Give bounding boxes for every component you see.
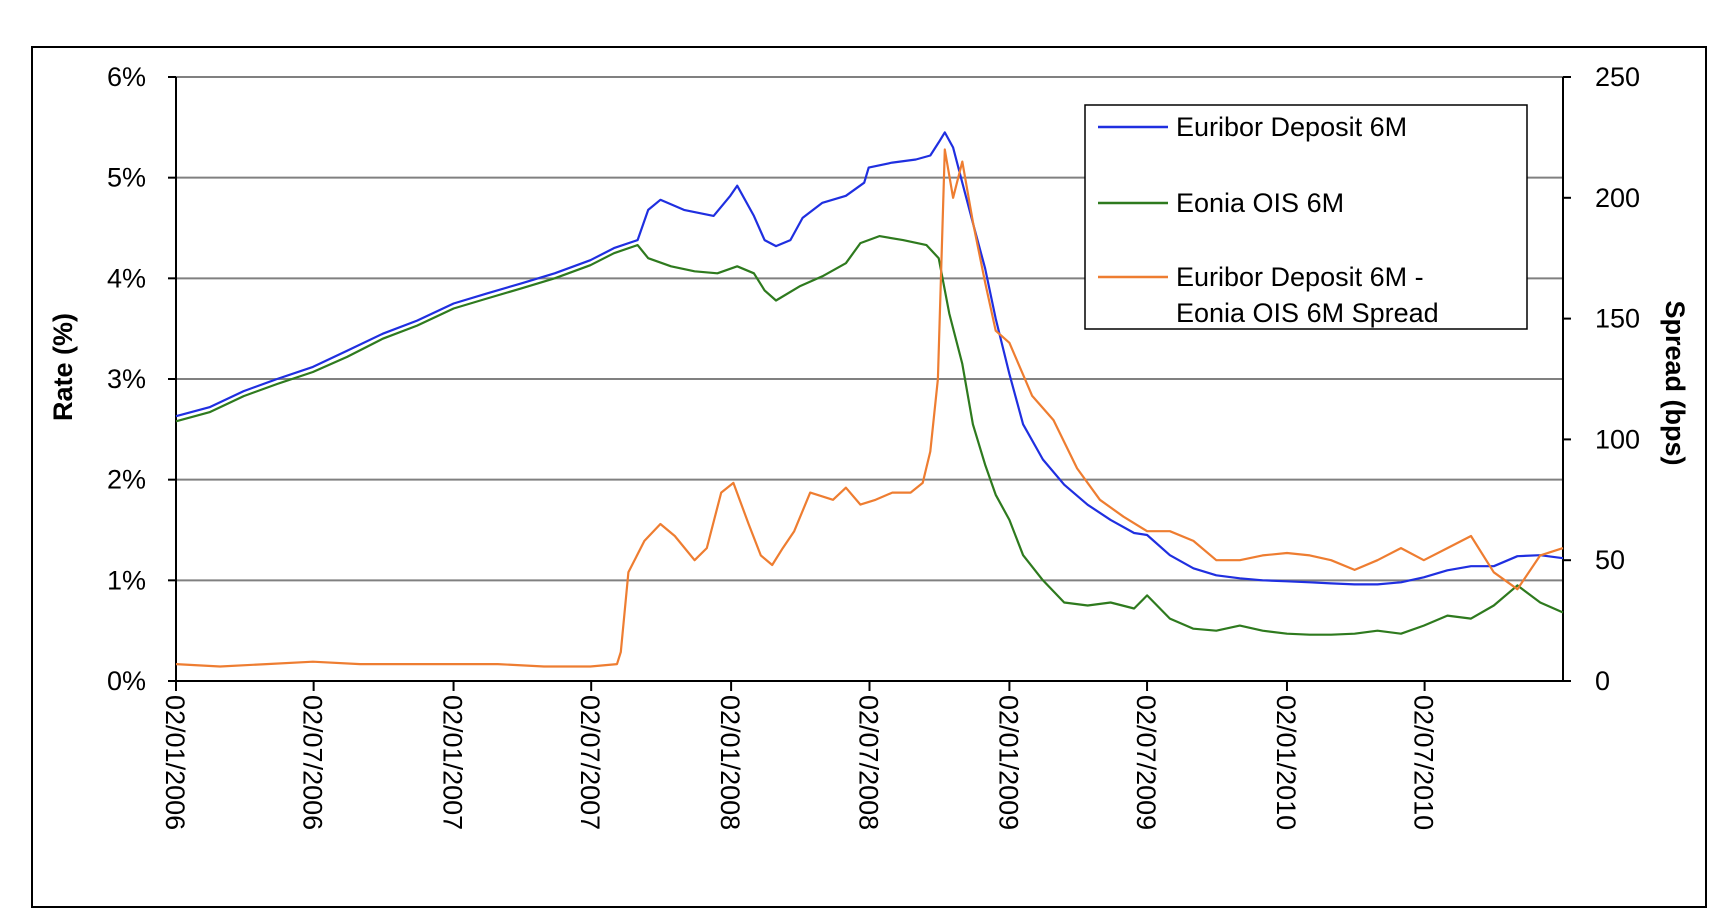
left-tick-label: 4% <box>107 263 146 293</box>
left-tick-label: 6% <box>107 62 146 92</box>
left-tick-label: 2% <box>107 465 146 495</box>
x-tick-label: 02/07/2006 <box>298 695 328 830</box>
left-tick-label: 0% <box>107 666 146 696</box>
right-tick-label: 200 <box>1595 183 1640 213</box>
right-tick-label: 0 <box>1595 666 1610 696</box>
x-tick-label: 02/01/2006 <box>160 695 190 830</box>
x-tick-label: 02/07/2009 <box>1131 695 1161 830</box>
right-tick-label: 100 <box>1595 424 1640 454</box>
right-axis-title: Spread (bps) <box>1660 300 1690 465</box>
left-tick-label: 1% <box>107 565 146 595</box>
legend-label: Eonia OIS 6M <box>1176 188 1344 218</box>
x-tick-label: 02/01/2009 <box>993 695 1023 830</box>
left-tick-label: 5% <box>107 163 146 193</box>
right-tick-label: 150 <box>1595 304 1640 334</box>
x-tick-label: 02/01/2008 <box>715 695 745 830</box>
x-tick-label: 02/01/2010 <box>1271 695 1301 830</box>
legend-label: Euribor Deposit 6M <box>1176 112 1407 142</box>
right-tick-label: 50 <box>1595 545 1625 575</box>
x-tick-label: 02/07/2010 <box>1409 695 1439 830</box>
left-tick-label: 3% <box>107 364 146 394</box>
x-tick-label: 02/01/2007 <box>438 695 468 830</box>
chart: 0% 1% 2% 3% 4% 5% 6% 0 50 100 150 200 250 02/01/2006 0… <box>0 0 1734 924</box>
left-axis-title: Rate (%) <box>48 313 78 421</box>
x-tick-label: 02/07/2008 <box>854 695 884 830</box>
right-tick-label: 250 <box>1595 62 1640 92</box>
x-tick-label: 02/07/2007 <box>575 695 605 830</box>
